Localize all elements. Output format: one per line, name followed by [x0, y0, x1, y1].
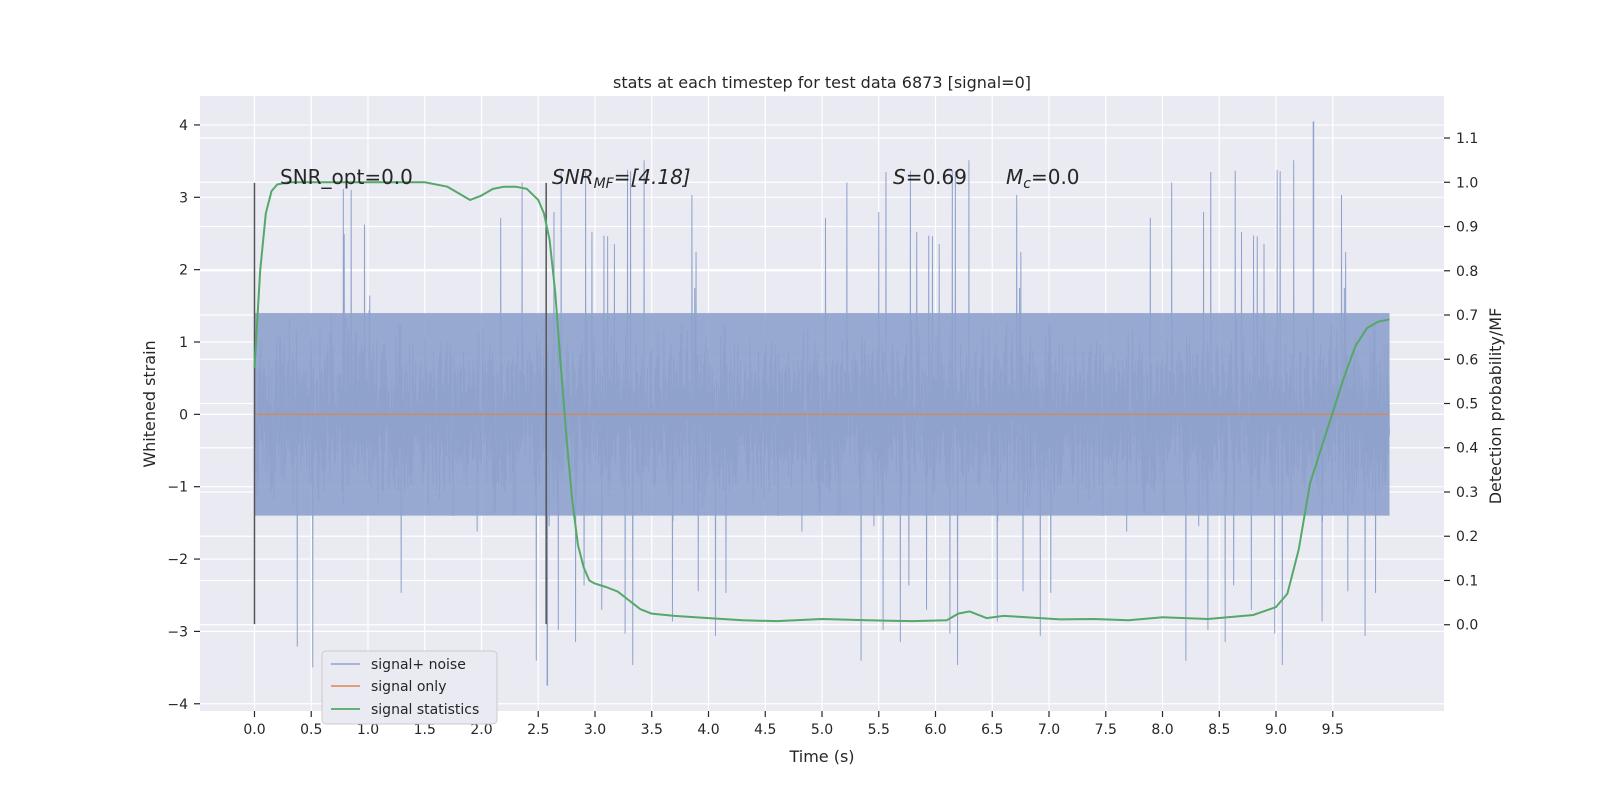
x-tick-label-17: 8.5	[1208, 722, 1230, 738]
x-axis-ticks: 0.0 0.5 1.0 1.5 2.0 2.5 3.0 3.5 4.0 4.5 5.0 5.5 6.0 6…	[243, 711, 1344, 738]
chart-title: stats at each timestep for test data 687…	[613, 73, 1031, 92]
x-tick-label-12: 6.0	[924, 722, 946, 738]
y2-tick-label-10: 1.0	[1456, 175, 1478, 191]
y2-tick-label-2: 0.2	[1456, 529, 1478, 545]
x-tick-label-19: 9.5	[1322, 722, 1344, 738]
annotation-snr-mf-subscript: MF	[594, 176, 615, 192]
x-tick-label-5: 2.5	[527, 722, 549, 738]
series-signal-statistics	[253, 181, 1390, 623]
annotation-snr-opt: SNR_opt=0.0	[280, 165, 413, 189]
annotation-snr-mf-value: =[4.18]	[614, 165, 691, 189]
legend-box	[321, 650, 498, 725]
legend-entry-signal-statistics: signal statistics	[371, 702, 479, 718]
y2-tick-label-3: 0.3	[1456, 485, 1478, 501]
annotation-mc-subscript: c	[1023, 176, 1031, 192]
y-tick-label-5: 1	[179, 335, 188, 351]
y-tick-label-0: −4	[167, 697, 188, 713]
y2-axis-ticks: 0.0 0.1 0.2 0.3 0.4 0.5 0.6 0.7 0.8 0.9 1.0 1.1	[1444, 131, 1478, 634]
x-tick-label-7: 3.5	[641, 722, 663, 738]
y2-tick-label-5: 0.5	[1456, 397, 1478, 413]
statistics-line	[253, 181, 1390, 623]
legend: signal+ noise signal only signal statist…	[321, 650, 498, 725]
x-tick-label-0: 0.0	[243, 722, 265, 738]
legend-entry-signal-only: signal only	[371, 679, 446, 695]
y2-tick-label-9: 0.9	[1456, 220, 1478, 236]
x-tick-label-14: 7.0	[1038, 722, 1060, 738]
annotation-mc-value: =0.0	[1031, 165, 1080, 189]
y-tick-label-3: −1	[167, 480, 188, 496]
annotation-snr-mf-symbol: SNR	[552, 165, 594, 189]
y-tick-label-8: 4	[179, 118, 188, 134]
x-tick-label-9: 4.5	[754, 722, 776, 738]
y2-tick-label-1: 0.1	[1456, 573, 1478, 589]
x-tick-label-1: 0.5	[300, 722, 322, 738]
y-tick-label-6: 2	[179, 263, 188, 279]
y2-tick-label-0: 0.0	[1456, 618, 1478, 634]
x-tick-label-18: 9.0	[1265, 722, 1287, 738]
x-tick-label-3: 1.5	[414, 722, 436, 738]
x-tick-label-11: 5.5	[868, 722, 890, 738]
annotation-s: S=0.69	[893, 165, 967, 189]
y2-tick-label-11: 1.1	[1456, 131, 1478, 147]
legend-entry-signal-noise: signal+ noise	[371, 657, 466, 673]
annotation-snr-mf: SNRMF=[4.18]	[552, 165, 691, 192]
x-tick-label-16: 8.0	[1151, 722, 1173, 738]
y-axis-label: Whitened strain	[140, 340, 159, 467]
x-tick-label-8: 4.0	[697, 722, 719, 738]
x-tick-label-13: 6.5	[981, 722, 1003, 738]
x-tick-label-4: 2.0	[470, 722, 492, 738]
y-tick-label-1: −3	[167, 624, 188, 640]
y-axis-ticks: −4 −3 −2 −1 0 1 2 3 4	[167, 118, 200, 713]
y-tick-label-4: 0	[179, 407, 188, 423]
annotation-s-value: =0.69	[906, 165, 967, 189]
noise-trace	[253, 160, 1391, 668]
x-tick-label-2: 1.0	[357, 722, 379, 738]
x-axis-label: Time (s)	[788, 747, 854, 766]
y2-tick-label-8: 0.8	[1456, 264, 1478, 280]
annotation-s-symbol: S	[893, 165, 906, 189]
x-tick-label-10: 5.0	[811, 722, 833, 738]
y-tick-label-2: −2	[167, 552, 188, 568]
y2-axis-label: Detection probability/MF	[1486, 308, 1505, 505]
y2-tick-label-6: 0.6	[1456, 352, 1478, 368]
vertical-markers	[253, 182, 547, 625]
x-tick-label-6: 3.0	[584, 722, 606, 738]
annotation-mc: Mc=0.0	[1006, 165, 1080, 192]
y2-tick-label-4: 0.4	[1456, 441, 1478, 457]
y2-tick-label-7: 0.7	[1456, 308, 1478, 324]
annotation-mc-symbol: M	[1006, 165, 1023, 189]
x-tick-label-15: 7.5	[1095, 722, 1117, 738]
y-tick-label-7: 3	[179, 190, 188, 206]
